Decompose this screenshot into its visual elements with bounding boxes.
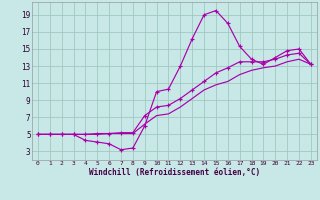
X-axis label: Windchill (Refroidissement éolien,°C): Windchill (Refroidissement éolien,°C)	[89, 168, 260, 177]
